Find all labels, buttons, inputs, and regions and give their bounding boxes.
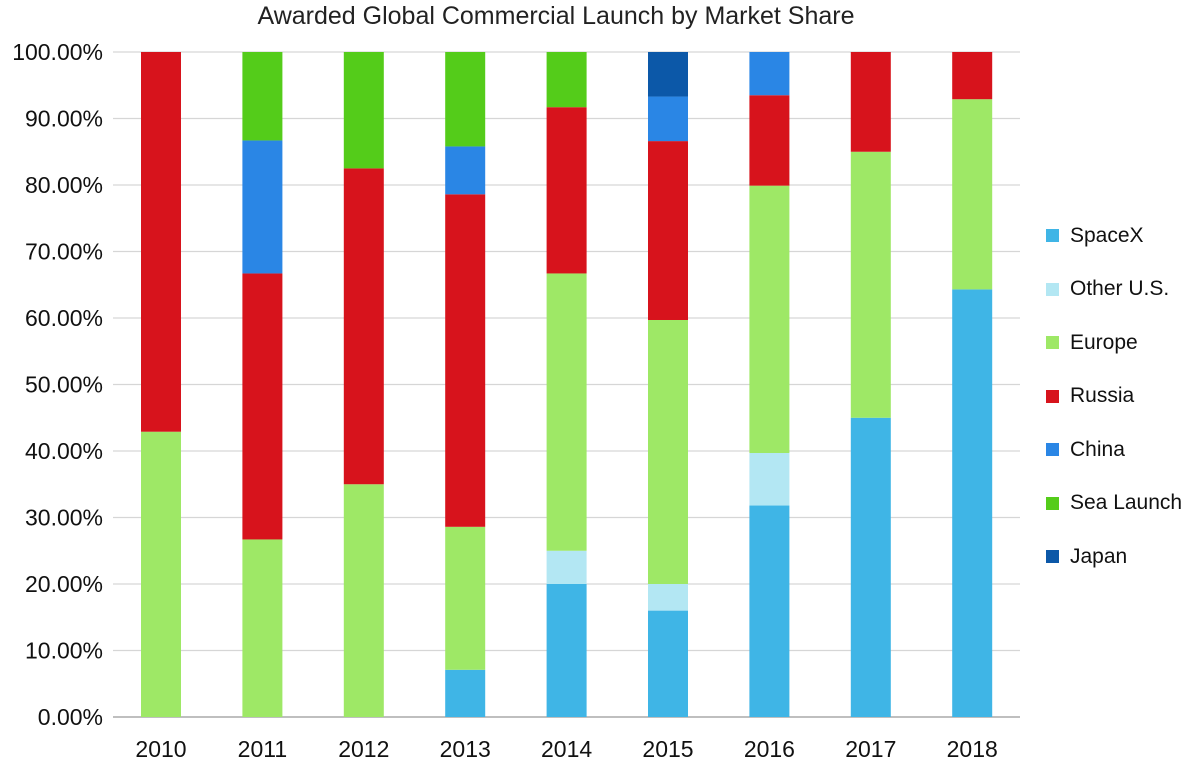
bar-segment [749, 185, 790, 453]
y-tick-label: 60.00% [25, 305, 103, 331]
bar-segment [343, 52, 384, 169]
x-tick-label: 2010 [135, 736, 186, 762]
legend-item: Europe [1046, 329, 1200, 356]
bar-segment [445, 146, 486, 195]
bar-segment [749, 95, 790, 186]
bar-segment [546, 107, 587, 274]
y-tick-label: 40.00% [25, 438, 103, 464]
bar-segment [648, 52, 688, 97]
x-axis-ticks: 2010 2011 2012 2013 2014 2015 2016 2017 2018 [135, 736, 997, 762]
bar-segment [445, 52, 486, 147]
x-tick-label: 2016 [744, 736, 795, 762]
y-tick-label: 100.00% [12, 39, 103, 65]
x-tick-label: 2017 [845, 736, 896, 762]
bar-segment [749, 505, 790, 717]
legend-label: Sea Launch [1070, 491, 1183, 514]
bar-segment [648, 319, 688, 584]
x-tick-label: 2012 [338, 736, 389, 762]
y-axis-ticks: 0.00% 10.00% 20.00% 30.00% 40.00% 50.00% 60.00… [12, 39, 103, 730]
legend-item: SpaceX [1046, 222, 1200, 249]
bar-segment [546, 52, 587, 108]
legend-swatch [1046, 443, 1059, 456]
bar-segment [952, 99, 993, 290]
x-tick-label: 2013 [440, 736, 491, 762]
x-tick-label: 2015 [642, 736, 693, 762]
stacked-bar-chart: 0.00% 10.00% 20.00% 30.00% 40.00% 50.00% 60.00… [12, 39, 1020, 762]
legend-swatch [1046, 229, 1059, 242]
bar-segment [343, 168, 384, 485]
y-tick-label: 10.00% [25, 638, 103, 664]
bar-segment [850, 151, 891, 418]
legend-swatch [1046, 550, 1059, 563]
y-tick-label: 30.00% [25, 505, 103, 531]
bar-segment [546, 584, 587, 717]
bar-segment [749, 52, 790, 96]
legend-label: Other U.S. [1070, 277, 1170, 300]
x-tick-label: 2011 [238, 736, 287, 762]
bar-segment [242, 140, 283, 274]
legend-label: China [1070, 437, 1125, 461]
y-tick-label: 0.00% [38, 704, 103, 730]
y-tick-label: 90.00% [25, 106, 103, 132]
y-tick-label: 70.00% [25, 239, 103, 265]
bar-segment [343, 484, 384, 717]
bar-segment [445, 194, 486, 527]
bar-segment [445, 526, 486, 670]
legend-item: Sea Launch [1046, 490, 1200, 517]
y-tick-label: 50.00% [25, 372, 103, 398]
chart-title: Awarded Global Commercial Launch by Mark… [257, 2, 855, 30]
legend-swatch [1046, 336, 1059, 349]
legend-label: SpaceX [1070, 223, 1144, 247]
legend-label: Europe [1070, 330, 1138, 354]
bar-segment [648, 141, 688, 320]
bar-segment [648, 584, 688, 611]
y-tick-label: 80.00% [25, 172, 103, 198]
bar-segment [242, 52, 283, 141]
bar-segment [952, 289, 993, 717]
bar-segment [850, 52, 891, 152]
legend-label: Japan [1070, 544, 1128, 568]
legend: SpaceX Other U.S. Europe Russia China Sea Lau… [1046, 222, 1200, 597]
bar-segment [141, 431, 181, 717]
legend-swatch [1046, 282, 1059, 296]
legend-label: Russia [1070, 384, 1135, 407]
bar-segment [749, 452, 790, 506]
legend-swatch [1046, 389, 1059, 403]
legend-item: China [1046, 436, 1200, 463]
bar-segment [952, 52, 993, 100]
legend-swatch [1046, 496, 1059, 510]
bar-segment [546, 273, 587, 551]
y-tick-label: 20.00% [25, 571, 103, 597]
bars [141, 52, 993, 717]
legend-item: Japan [1046, 543, 1200, 570]
bar-segment [445, 669, 486, 717]
bar-segment [141, 52, 181, 432]
x-tick-label: 2018 [947, 736, 998, 762]
bar-segment [648, 610, 688, 717]
legend-item: Other U.S. [1046, 276, 1200, 303]
legend-item: Russia [1046, 383, 1200, 410]
bar-segment [648, 96, 688, 142]
bar-segment [242, 273, 283, 540]
bar-segment [546, 550, 587, 584]
bar-segment [850, 417, 891, 717]
bar-segment [242, 539, 283, 717]
x-tick-label: 2014 [541, 736, 592, 762]
